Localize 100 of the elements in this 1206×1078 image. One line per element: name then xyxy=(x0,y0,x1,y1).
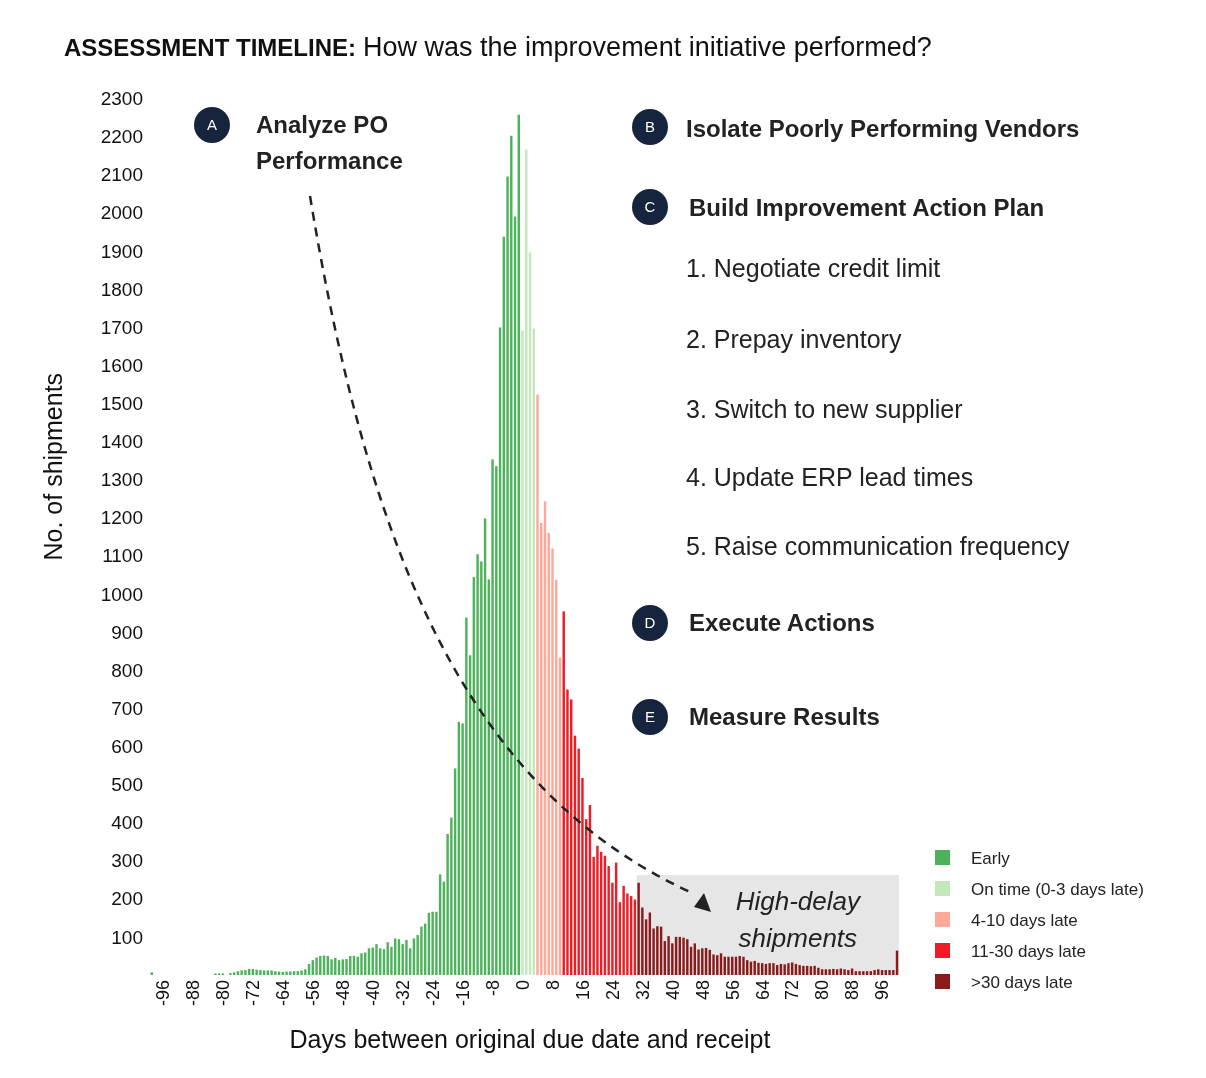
x-tick-label: 8 xyxy=(542,980,563,991)
bar xyxy=(289,971,292,975)
bar xyxy=(817,967,820,975)
bar xyxy=(757,962,760,975)
bar xyxy=(877,969,880,975)
bar xyxy=(536,394,539,975)
bar xyxy=(255,969,258,975)
x-tick-label: -16 xyxy=(452,980,473,1007)
bar xyxy=(596,845,599,975)
annotation: A xyxy=(206,116,218,134)
legend-label: On time (0-3 days late) xyxy=(971,879,1144,899)
x-tick-label: -64 xyxy=(273,980,294,1007)
y-tick-label: 400 xyxy=(111,812,143,834)
bar xyxy=(888,970,891,975)
bar xyxy=(832,968,835,975)
y-tick-label: 700 xyxy=(111,697,143,719)
x-tick-label: 80 xyxy=(812,980,833,1001)
bar xyxy=(873,970,876,975)
bar xyxy=(712,954,715,975)
bar xyxy=(420,926,423,975)
y-tick-label: 1600 xyxy=(100,354,143,376)
bar xyxy=(150,972,153,975)
y-tick-label: 1100 xyxy=(102,545,143,567)
y-tick-label: 500 xyxy=(111,774,143,796)
bar xyxy=(476,554,479,975)
bar xyxy=(727,956,730,975)
x-tick-label: 32 xyxy=(632,980,653,1001)
bar xyxy=(622,885,625,975)
bar xyxy=(431,911,434,975)
bar xyxy=(510,135,513,975)
bar xyxy=(375,944,378,975)
x-tick-label: 64 xyxy=(752,980,773,1001)
annotation: Execute Actions xyxy=(689,609,875,636)
annotation: 5. Raise communication frequency xyxy=(686,532,1071,560)
bar xyxy=(240,970,243,975)
annotation: 3. Switch to new supplier xyxy=(686,395,963,423)
x-tick-label: 0 xyxy=(512,980,533,991)
x-tick-label: -8 xyxy=(482,980,503,997)
x-tick-label: 16 xyxy=(572,980,593,1001)
bar xyxy=(345,958,348,975)
x-tick-label: 40 xyxy=(662,980,683,1001)
x-tick-label: -56 xyxy=(303,980,324,1007)
x-tick-label: -48 xyxy=(333,980,354,1007)
y-tick-label: 2100 xyxy=(100,164,143,186)
y-tick-label: 1300 xyxy=(100,469,143,491)
x-axis-title: Days between original due date and receipt xyxy=(289,1025,771,1053)
bar xyxy=(787,963,790,975)
bar xyxy=(742,956,745,975)
bar xyxy=(274,971,277,975)
annotation: Build Improvement Action Plan xyxy=(689,194,1045,221)
bar xyxy=(262,970,266,975)
annotation: Measure Results xyxy=(689,703,880,730)
x-tick-label: 24 xyxy=(602,980,623,1001)
y-tick-label: 100 xyxy=(111,926,143,948)
x-tick-label: -96 xyxy=(153,980,174,1007)
bar xyxy=(828,969,831,975)
bar xyxy=(244,970,247,975)
y-tick-label: 2000 xyxy=(100,202,143,224)
x-tick-label: -40 xyxy=(363,980,384,1007)
bar xyxy=(232,972,236,975)
bar xyxy=(637,882,640,975)
bar xyxy=(813,965,816,975)
bar xyxy=(858,971,861,975)
y-tick-label: 300 xyxy=(111,850,143,872)
bar xyxy=(319,955,322,975)
x-tick-label: 48 xyxy=(692,980,713,1001)
bar xyxy=(285,971,288,975)
annotation: Isolate Poorly Performing Vendors xyxy=(686,115,1080,142)
y-tick-label: 1500 xyxy=(100,392,143,414)
bar xyxy=(360,953,363,975)
x-tick-label: -88 xyxy=(183,980,204,1007)
y-tick-label: 1800 xyxy=(100,278,143,300)
bar xyxy=(315,957,318,975)
annotation: C xyxy=(644,198,656,216)
bar xyxy=(682,937,685,975)
bar xyxy=(266,970,270,975)
y-tick-label: 2200 xyxy=(100,126,143,148)
legend-label: 11-30 days late xyxy=(971,941,1086,961)
y-tick-label: 1400 xyxy=(100,431,143,453)
bar xyxy=(667,936,670,975)
x-tick-label: 56 xyxy=(722,980,743,1001)
bar xyxy=(330,959,333,975)
annotation: D xyxy=(644,614,656,632)
y-tick-label: 900 xyxy=(111,621,143,643)
bar xyxy=(802,965,805,975)
bar xyxy=(656,926,659,975)
y-tick-label: 800 xyxy=(111,659,143,681)
x-tick-label: 72 xyxy=(782,980,803,1001)
x-tick-label: -80 xyxy=(213,980,234,1007)
bar xyxy=(270,970,273,975)
bar xyxy=(686,939,689,975)
bar xyxy=(465,617,468,975)
bar xyxy=(843,969,846,975)
annotation: E xyxy=(644,708,656,726)
y-tick-label: 2300 xyxy=(100,88,143,110)
bar xyxy=(701,948,704,975)
band-label: High-delay shipments xyxy=(735,886,862,953)
y-tick-label: 1700 xyxy=(100,316,143,338)
x-tick-label: -24 xyxy=(422,980,443,1007)
chart-title: ASSESSMENT TIMELINE: xyxy=(64,34,357,61)
